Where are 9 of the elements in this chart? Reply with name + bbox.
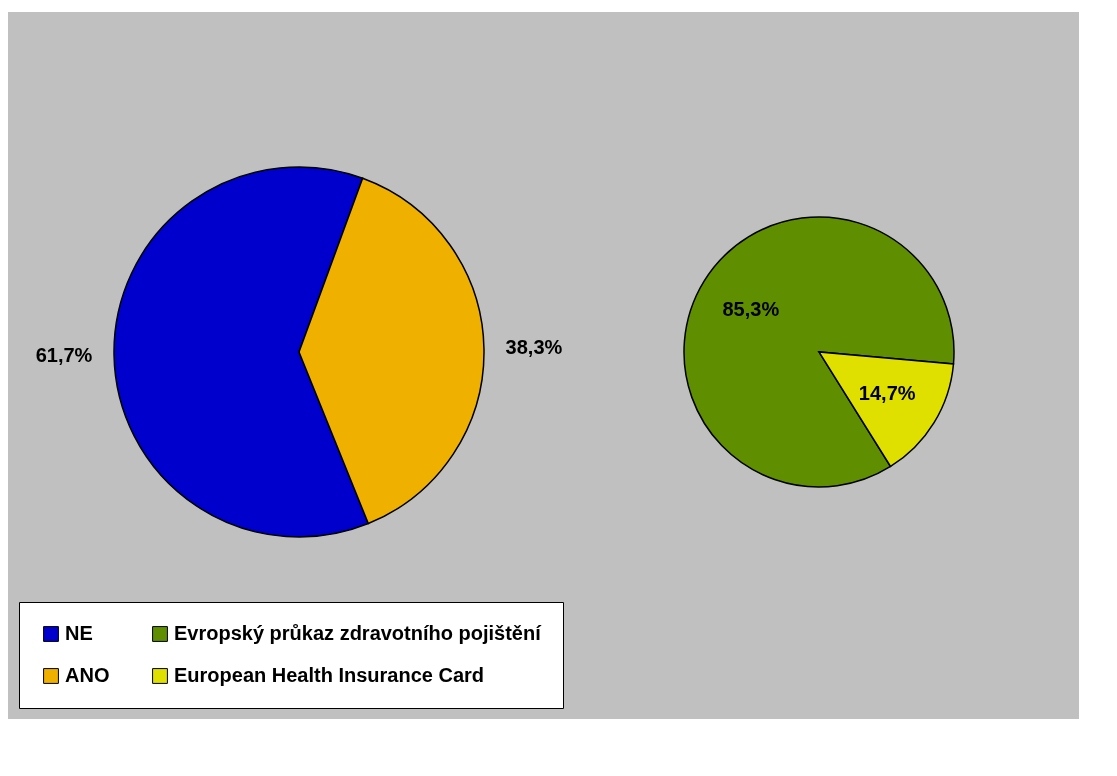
legend-label: Evropský průkaz zdravotního pojištění [174, 622, 543, 644]
data-label: 38,3% [505, 336, 563, 359]
data-label: 61,7% [35, 343, 93, 366]
pie-slice [683, 216, 955, 488]
legend-label: European Health Insurance Card [174, 664, 485, 686]
legend-label: ANO [65, 664, 110, 686]
data-label: 85,3% [722, 298, 780, 321]
data-label: 14,7% [858, 381, 916, 404]
legend-label: NE [65, 622, 93, 644]
